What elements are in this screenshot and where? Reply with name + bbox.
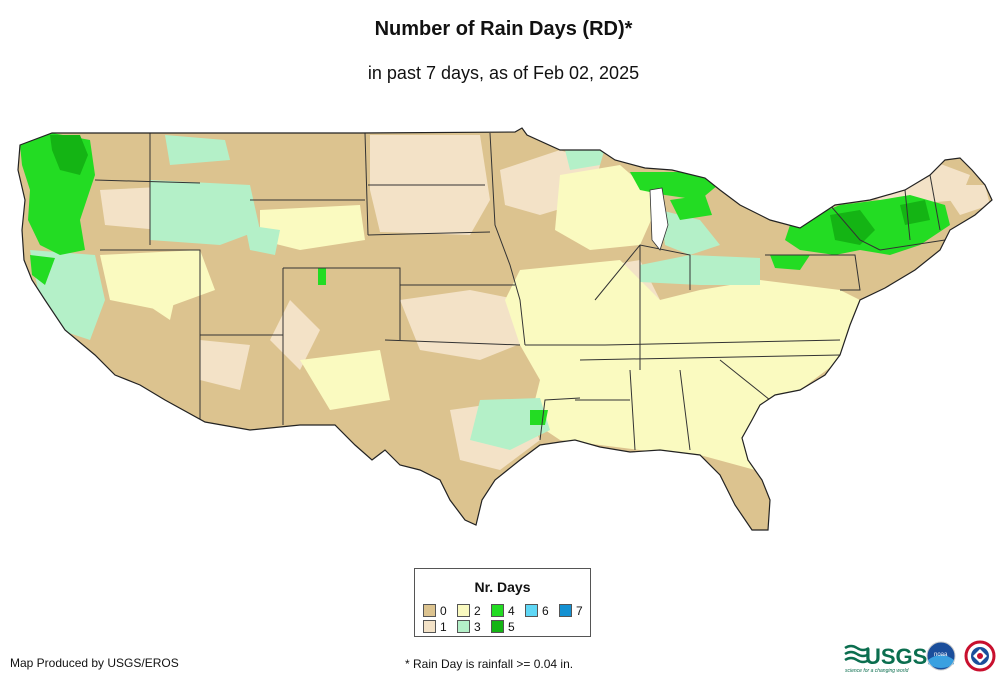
us-rain-days-map <box>17 127 993 531</box>
legend-swatch-7 <box>559 604 572 617</box>
legend-item-1: 1 <box>423 620 447 634</box>
map-subtitle: in past 7 days, as of Feb 02, 2025 <box>367 63 640 83</box>
legend-item-5: 5 <box>491 620 515 634</box>
legend-swatch-5 <box>491 620 504 633</box>
svg-text:noaa: noaa <box>934 652 948 658</box>
legend-swatch-6 <box>525 604 538 617</box>
legend-item-0: 0 <box>423 604 447 618</box>
noaa-logo-icon: noaa <box>926 641 956 671</box>
lake-michigan <box>649 187 669 251</box>
agency-logos: USGS science for a changing world noaa <box>844 640 996 674</box>
legend-swatch-4 <box>491 604 504 617</box>
legend-swatch-3 <box>457 620 470 633</box>
usgs-logo-icon: USGS science for a changing world <box>844 644 927 674</box>
nws-logo-icon <box>964 640 996 672</box>
legend: Nr. Days 0 1 2 3 4 5 6 7 <box>414 568 591 637</box>
legend-item-2: 2 <box>457 604 481 618</box>
state-borders <box>94 132 946 451</box>
legend-swatch-1 <box>423 620 436 633</box>
zone-3-days <box>30 135 760 450</box>
svg-text:science for a changing world: science for a changing world <box>845 668 909 674</box>
legend-title: Nr. Days <box>474 579 531 595</box>
legend-swatch-2 <box>457 604 470 617</box>
zone-5-days <box>50 135 930 245</box>
legend-item-6: 6 <box>525 604 549 618</box>
map-credit: Map Produced by USGS/EROS <box>10 656 179 670</box>
svg-text:USGS: USGS <box>865 644 927 669</box>
legend-item-4: 4 <box>491 604 515 618</box>
map-title: Number of Rain Days (RD)* <box>374 18 633 40</box>
legend-item-3: 3 <box>457 620 481 634</box>
legend-item-7: 7 <box>559 604 583 618</box>
legend-swatch-0 <box>423 604 436 617</box>
footnote: * Rain Day is rainfall >= 0.04 in. <box>405 657 574 671</box>
zone-2-days <box>100 165 860 470</box>
